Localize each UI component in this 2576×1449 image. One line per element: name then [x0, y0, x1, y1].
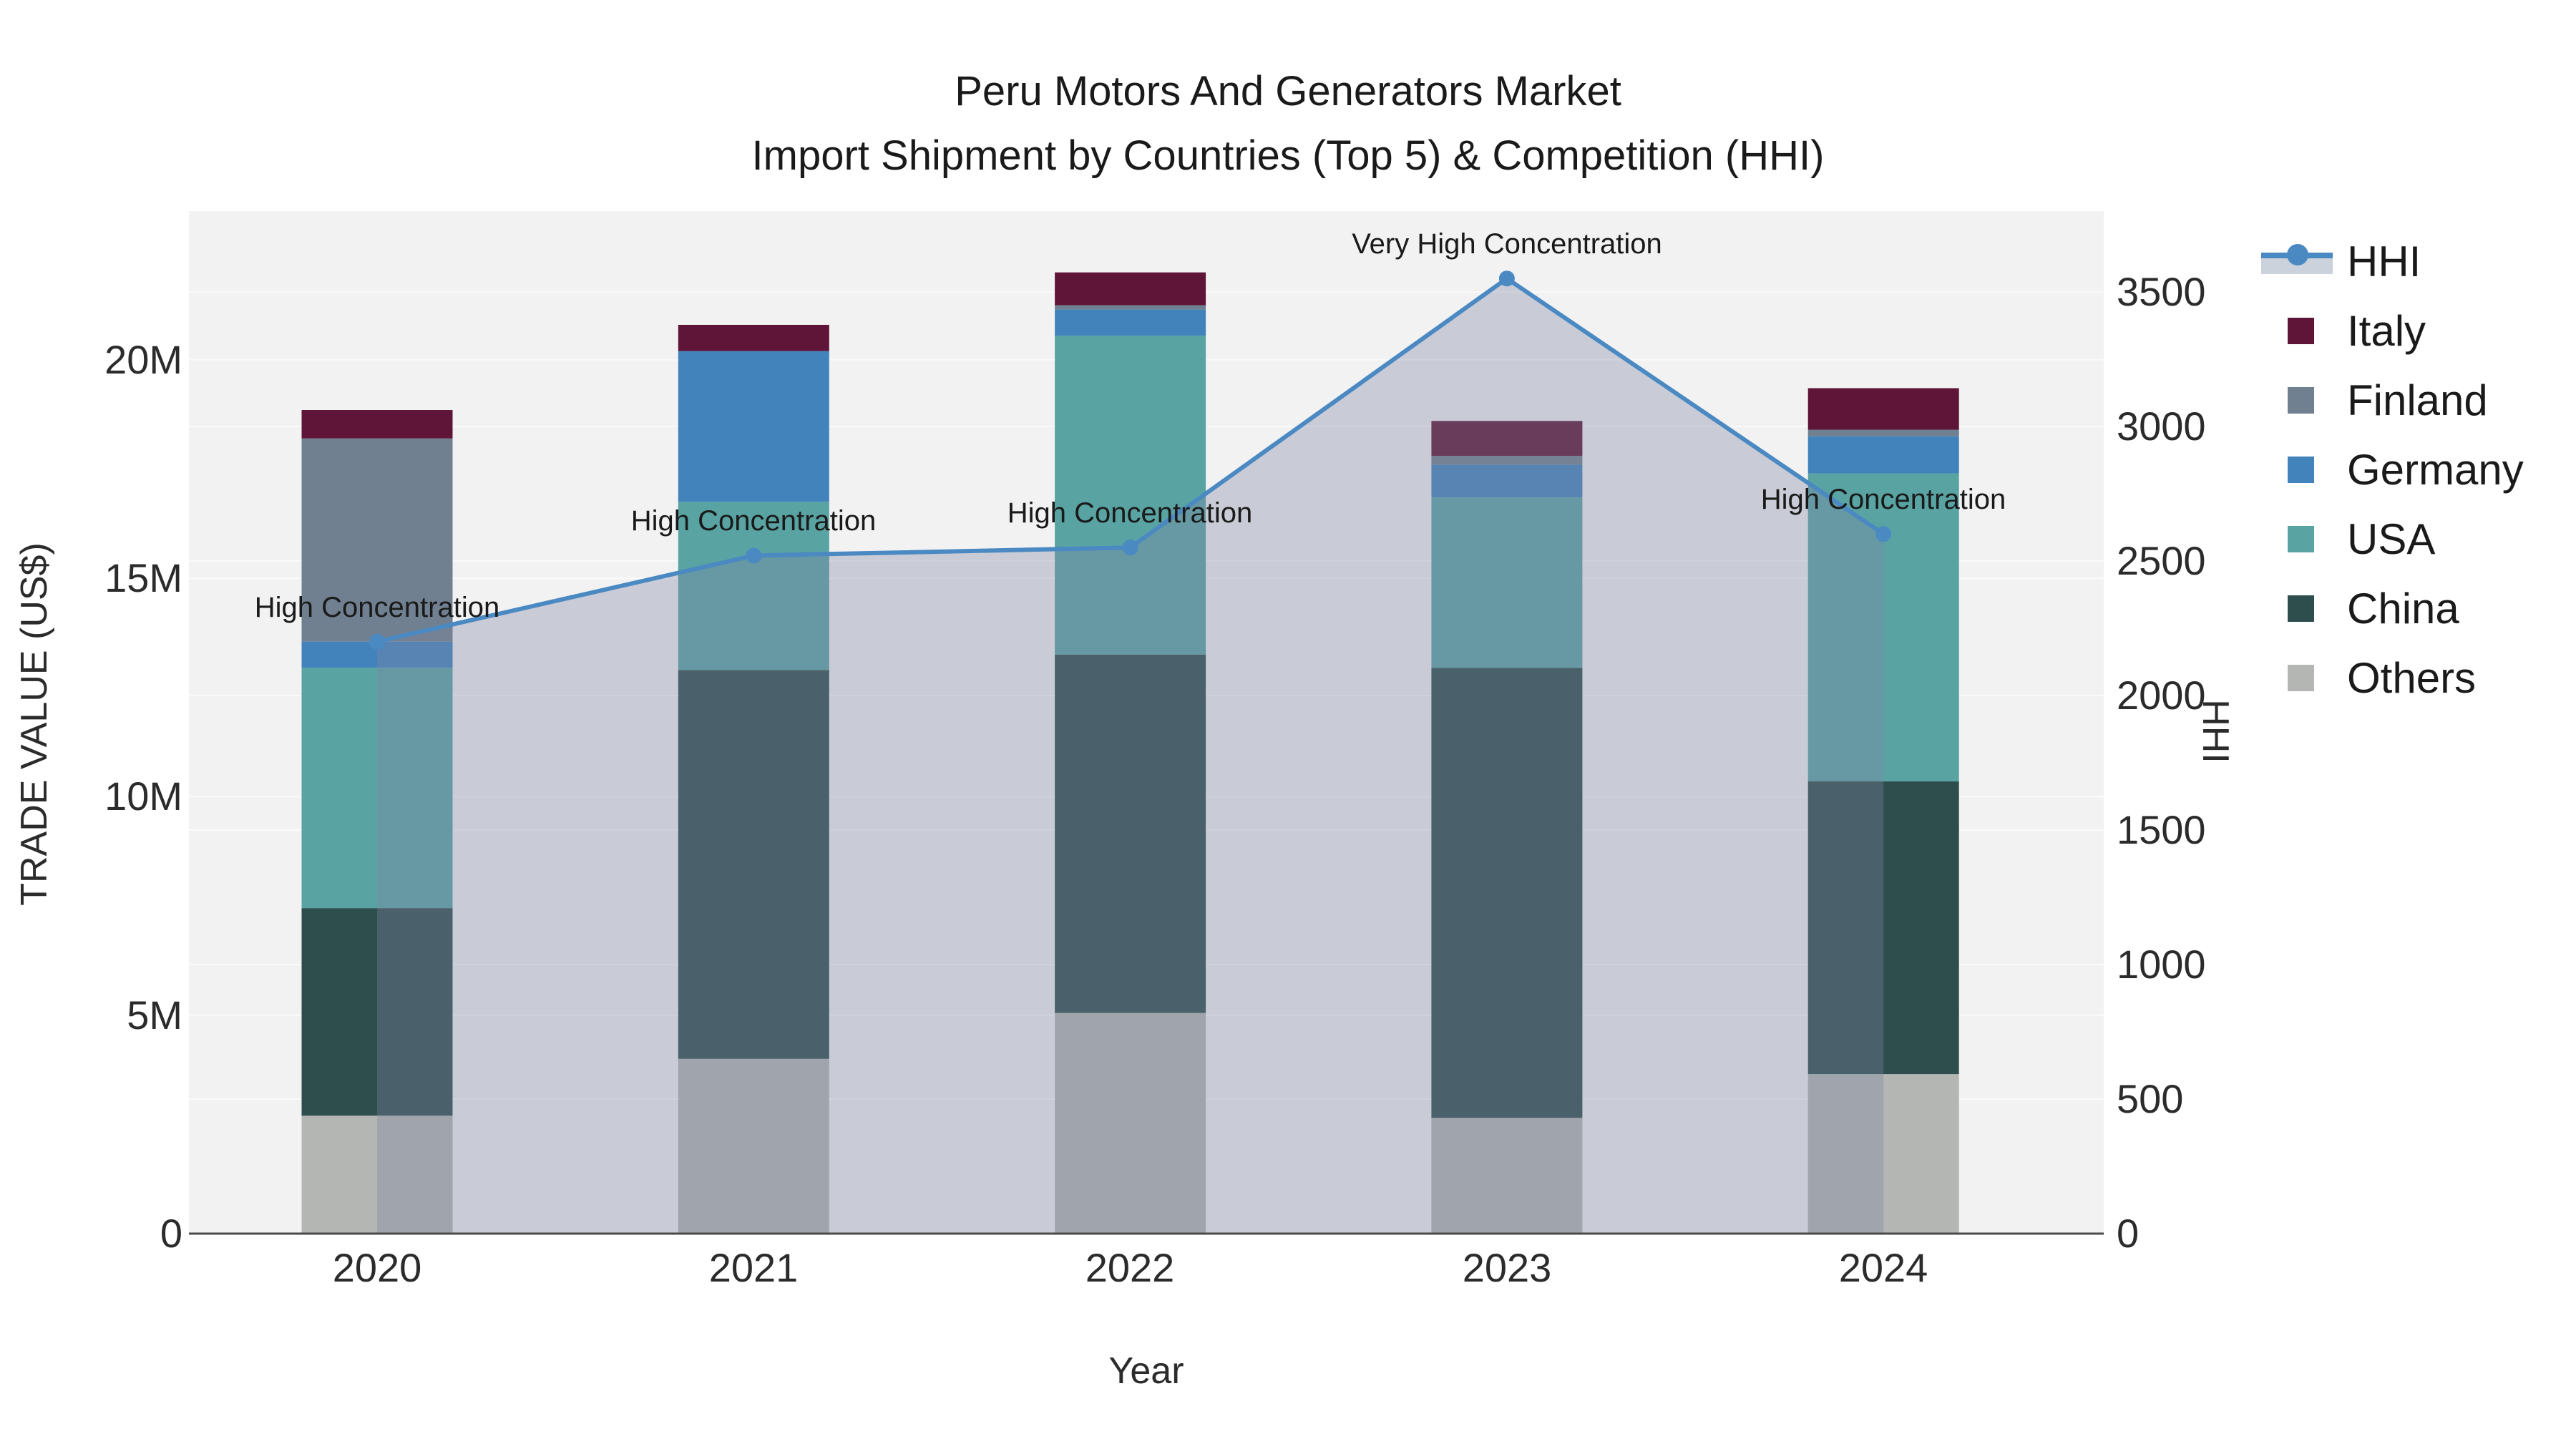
y-right-tick: 500: [2117, 1076, 2184, 1121]
y-right-tick: 1500: [2117, 807, 2206, 852]
bar-segment-italy-2024[interactable]: [1807, 388, 1959, 430]
legend-item-finland[interactable]: Finland: [2261, 366, 2569, 435]
legend-label: Finland: [2347, 376, 2488, 424]
hhi-marker-2021[interactable]: [746, 547, 762, 564]
y-left-axis-title: TRADE VALUE (US$): [14, 542, 55, 906]
y-left-tick: 10M: [104, 774, 182, 819]
hhi-area: [377, 278, 1884, 1234]
x-tick: 2024: [1838, 1245, 1928, 1290]
hhi-line-swatch-icon: [2261, 227, 2347, 296]
bar-segment-others-2021[interactable]: [678, 1058, 829, 1234]
annotation-2021: High Concentration: [630, 505, 877, 537]
hhi-marker-2020[interactable]: [369, 633, 385, 650]
bar-segment-finland-2024[interactable]: [1807, 429, 1959, 436]
others-swatch-icon: [2288, 665, 2314, 691]
annotation-2020: High Concentration: [254, 592, 500, 623]
italy-swatch-icon: [2288, 318, 2314, 344]
bar-segment-usa-2020[interactable]: [301, 668, 453, 909]
y-right-tick: 1000: [2117, 942, 2206, 987]
annotation-2024: High Concentration: [1760, 484, 2006, 515]
chart-title: Peru Motors And Generators Market: [955, 68, 1621, 114]
bar-segment-china-2022[interactable]: [1055, 654, 1206, 1013]
y-right-tick: 2000: [2117, 673, 2206, 718]
bar-segment-italy-2020[interactable]: [301, 410, 453, 439]
y-left-tick: 0: [160, 1211, 182, 1256]
bar-segment-finland-2020[interactable]: [301, 438, 453, 642]
x-tick: 2020: [332, 1245, 422, 1290]
legend-item-usa[interactable]: USA: [2261, 504, 2569, 574]
bar-segment-usa-2021[interactable]: [678, 502, 829, 670]
x-tick: 2022: [1085, 1245, 1175, 1290]
bar-segment-usa-2022[interactable]: [1055, 336, 1206, 655]
chart-subtitle: Import Shipment by Countries (Top 5) & C…: [751, 132, 1825, 179]
bar-segment-germany-2021[interactable]: [678, 351, 829, 502]
bar-segment-finland-2022[interactable]: [1055, 305, 1206, 310]
bar-segment-others-2023[interactable]: [1431, 1118, 1583, 1234]
china-swatch-icon: [2288, 595, 2314, 622]
y-right-tick: 3000: [2117, 404, 2206, 449]
bar-segment-china-2021[interactable]: [678, 670, 829, 1059]
legend-label: HHI: [2347, 237, 2421, 286]
legend-label: USA: [2347, 514, 2436, 563]
hhi-marker-2023[interactable]: [1498, 270, 1515, 287]
bar-segment-others-2022[interactable]: [1055, 1013, 1206, 1234]
y-right-tick: 0: [2117, 1211, 2140, 1256]
bar-segment-germany-2022[interactable]: [1055, 309, 1206, 336]
finland-swatch-icon: [2288, 387, 2314, 414]
legend-label: Others: [2347, 653, 2477, 702]
y-right-tick: 2500: [2117, 538, 2206, 583]
legend-label: Germany: [2347, 445, 2524, 494]
bar-segment-finland-2023[interactable]: [1431, 456, 1583, 465]
legend-item-china[interactable]: China: [2261, 574, 2569, 643]
usa-swatch-icon: [2288, 526, 2314, 552]
hhi-marker-2022[interactable]: [1122, 540, 1138, 556]
x-axis-title: Year: [1108, 1350, 1184, 1392]
legend-item-italy[interactable]: Italy: [2261, 296, 2569, 366]
bar-segment-others-2024[interactable]: [1807, 1074, 1959, 1234]
annotation-2023: Very High Concentration: [1352, 228, 1662, 260]
y-right-axis-title: HHI: [2195, 699, 2236, 763]
bar-segment-china-2023[interactable]: [1431, 668, 1583, 1118]
legend-item-germany[interactable]: Germany: [2261, 435, 2569, 504]
bar-segment-italy-2023[interactable]: [1431, 421, 1583, 457]
y-left-tick: 5M: [127, 992, 182, 1038]
bar-segment-italy-2022[interactable]: [1055, 272, 1206, 306]
bar-segment-germany-2024[interactable]: [1807, 436, 1959, 474]
y-right-tick: 3500: [2117, 269, 2206, 314]
x-tick: 2021: [708, 1245, 799, 1290]
y-left-tick: 15M: [104, 555, 182, 600]
legend-item-hhi[interactable]: HHI: [2261, 227, 2569, 296]
annotation-2022: High Concentration: [1007, 497, 1253, 529]
bar-segment-usa-2023[interactable]: [1431, 497, 1583, 668]
bar-segment-usa-2024[interactable]: [1807, 473, 1959, 782]
bar-segment-china-2020[interactable]: [301, 908, 453, 1116]
legend-label: Italy: [2347, 306, 2426, 355]
y-left-tick: 20M: [104, 337, 182, 382]
hhi-marker-2024[interactable]: [1875, 526, 1892, 542]
legend: HHI Italy Finland Germany USA China Othe…: [2261, 227, 2569, 713]
bar-segment-china-2024[interactable]: [1807, 781, 1959, 1075]
bar-segment-germany-2023[interactable]: [1431, 464, 1583, 498]
x-tick: 2023: [1462, 1245, 1552, 1290]
bar-segment-others-2020[interactable]: [301, 1116, 453, 1234]
germany-swatch-icon: [2288, 457, 2314, 483]
legend-label: China: [2347, 584, 2459, 633]
bar-segment-italy-2021[interactable]: [678, 324, 829, 351]
legend-item-others[interactable]: Others: [2261, 643, 2569, 713]
